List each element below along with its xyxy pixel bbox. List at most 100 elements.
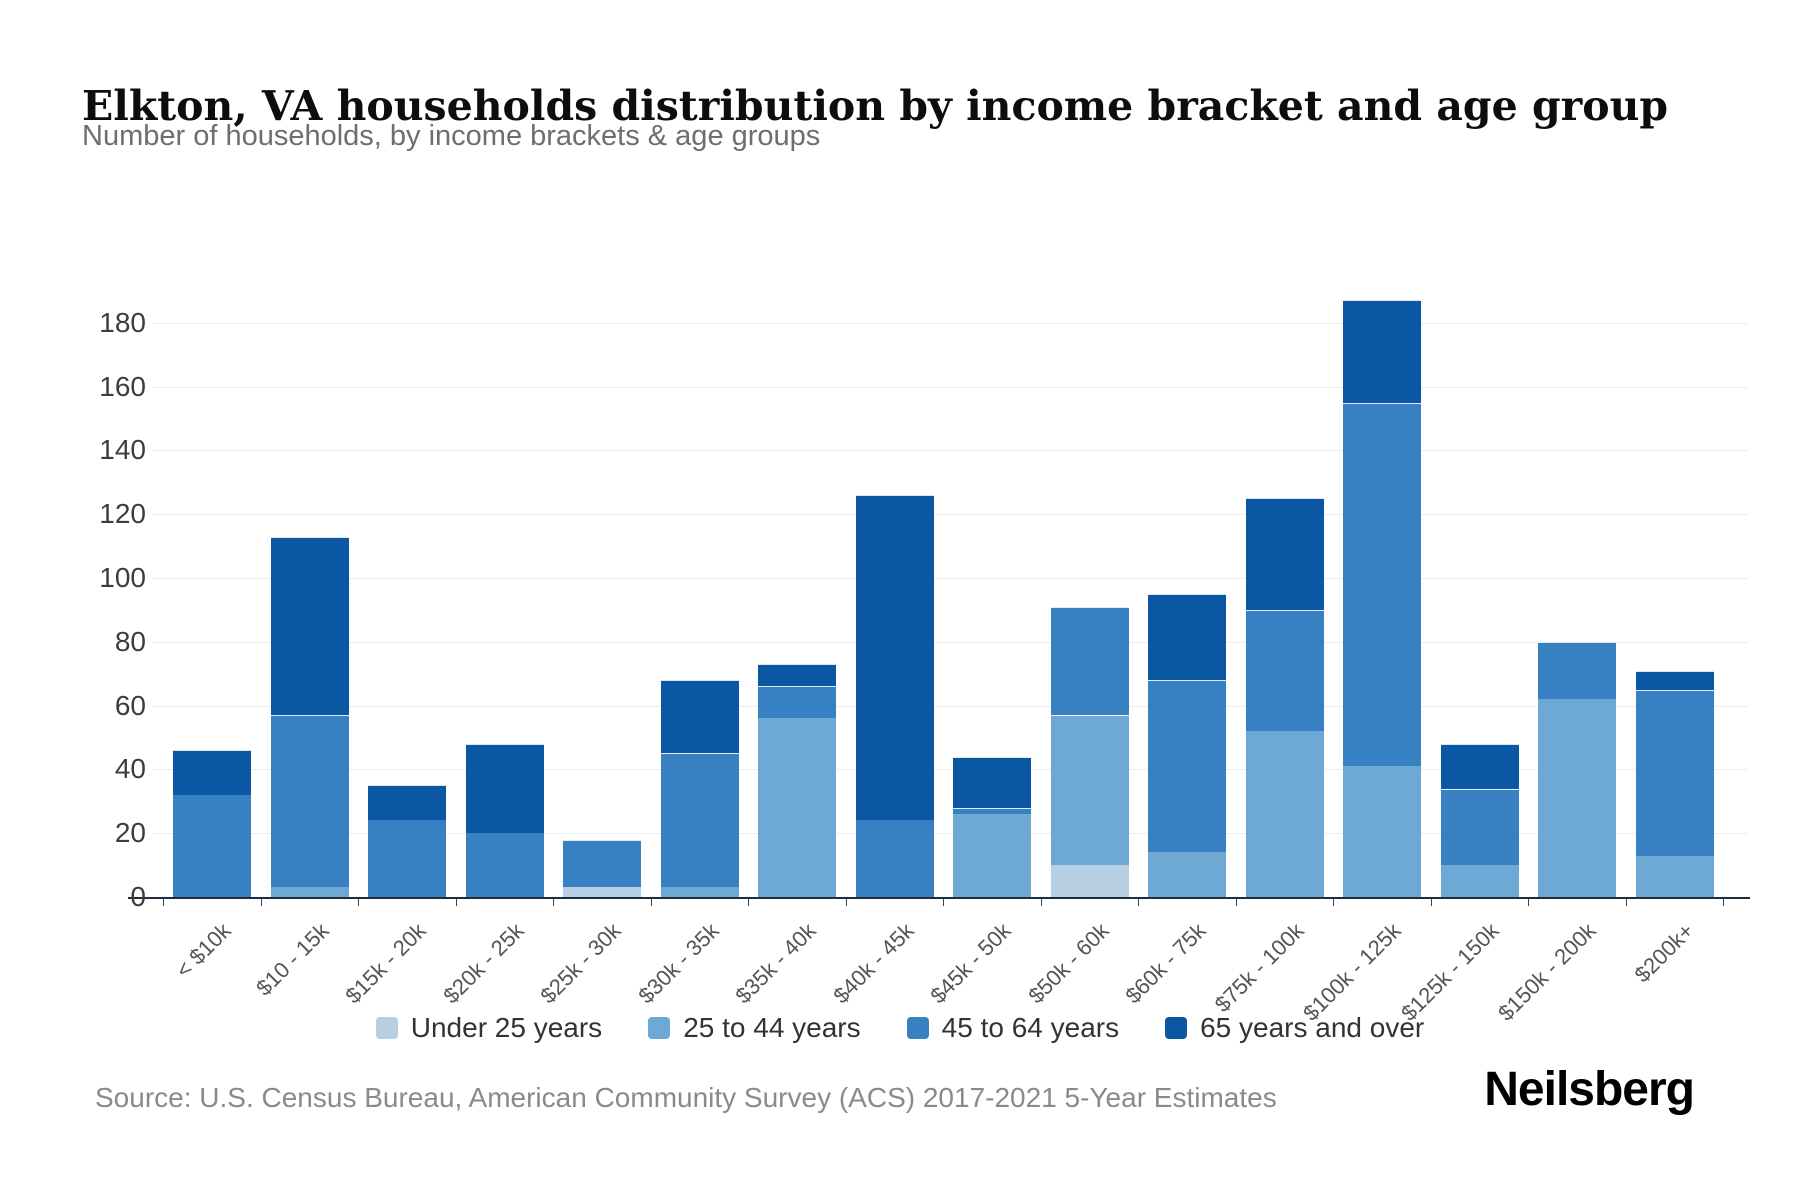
legend-item-25 to 44 years[interactable]: 25 to 44 years [648,1012,861,1044]
bar-segment-$30k - 35k-25 to 44 years[interactable] [660,887,739,897]
bar-segment-$15k - 20k-65 years and over[interactable] [368,785,446,821]
x-axis-tick [1528,899,1530,906]
legend: Under 25 years 25 to 44 years 45 to 64 yea… [0,1012,1800,1044]
legend-item-Under 25 years[interactable]: Under 25 years [375,1012,603,1044]
bar-segment-$25k - 30k-45 to 64 years[interactable] [563,839,641,888]
x-axis-category-label: $150k - 200k [1493,918,1601,1026]
bar-segment-< $10k-65 years and over[interactable] [173,750,251,795]
y-axis-tick-label: 20 [114,817,146,849]
bar-segment-$10 - 15k-25 to 44 years[interactable] [270,887,349,897]
legend-label: 25 to 44 years [683,1012,861,1043]
bar-segment-$30k - 35k-45 to 64 years[interactable] [660,753,739,888]
bar-segment-$10 - 15k-65 years and over[interactable] [270,536,349,716]
bar-segment-$20k - 25k-65 years and over[interactable] [465,743,544,834]
bar-segment-$45k - 50k-25 to 44 years[interactable] [953,814,1031,897]
gridline-140 [152,450,1748,452]
bar-segment-$20k - 25k-45 to 64 years[interactable] [465,833,544,897]
legend-swatch [1165,1017,1188,1039]
x-axis-category-label: $75k - 100k [1209,918,1309,1017]
x-axis-category-label: $30k - 35k [632,918,724,1009]
bar-segment-$30k - 35k-65 years and over[interactable] [660,680,739,754]
x-axis-tick [260,899,262,906]
bar-segment-$125k - 150k-25 to 44 years[interactable] [1440,865,1519,897]
x-axis-line [128,897,1750,899]
legend-label: 45 to 64 years [941,1012,1120,1043]
legend-item-65 years and over[interactable]: 65 years and over [1165,1012,1424,1044]
y-axis-tick-label: 100 [99,562,146,593]
brand-logo: Neilsberg [1484,1063,1695,1116]
x-axis-category-label: $15k - 20k [340,918,431,1009]
y-axis-tick-label: 180 [99,306,146,338]
x-axis-tick [455,899,457,906]
x-axis-category-label: $40k - 45k [827,918,919,1009]
gridline-60 [152,705,1748,707]
gridline-80 [152,641,1748,643]
x-axis-category-label: < $10k [170,918,236,983]
gridline-40 [152,769,1748,771]
bar-segment-$100k - 125k-25 to 44 years[interactable] [1343,766,1421,897]
gridline-100 [152,578,1748,579]
bar-segment-$75k - 100k-65 years and over[interactable] [1245,498,1324,610]
bar-segment-$35k - 40k-65 years and over[interactable] [758,664,836,687]
x-axis-category-label: $25k - 30k [535,918,626,1009]
bar-segment-$200k+-45 to 64 years[interactable] [1635,689,1714,856]
bar-segment-$35k - 40k-25 to 44 years[interactable] [758,718,836,897]
x-axis-tick [1138,899,1140,906]
source-note: Source: U.S. Census Bureau, American Com… [95,1082,1277,1113]
x-axis-category-label: $60k - 75k [1120,918,1211,1009]
legend-label: 65 years and over [1200,1012,1425,1043]
bar-segment-$200k+-65 years and over[interactable] [1635,670,1714,690]
x-axis-tick [358,899,360,906]
x-axis-tick [650,899,652,906]
x-axis-category-label: $50k - 60k [1022,918,1114,1009]
bar-segment-$60k - 75k-65 years and over[interactable] [1148,593,1226,681]
x-axis-tick [1040,899,1042,906]
x-axis-tick [553,899,555,906]
bar-segment-$45k - 50k-45 to 64 years[interactable] [953,807,1031,815]
x-axis-tick [845,899,847,906]
bar-segment-$50k - 60k-Under 25 years[interactable] [1050,865,1129,897]
bar-segment-$50k - 60k-25 to 44 years[interactable] [1050,715,1129,866]
x-axis-tick [163,899,165,906]
y-axis-tick-label: 160 [99,370,146,402]
bar-segment-$125k - 150k-45 to 64 years[interactable] [1440,788,1519,866]
bar-segment-$100k - 125k-65 years and over[interactable] [1343,300,1421,403]
bar-segment-$200k+-25 to 44 years[interactable] [1635,855,1714,897]
bar-segment-< $10k-45 to 64 years[interactable] [173,794,251,897]
chart-subtitle: Number of households, by income brackets… [82,120,821,152]
bar-segment-$15k - 20k-45 to 64 years[interactable] [368,820,446,897]
y-axis-tick-label: 0 [130,881,146,912]
x-axis-category-label: $10 - 15k [250,918,334,1001]
bar-segment-$10 - 15k-45 to 64 years[interactable] [270,715,349,888]
x-axis-tick [943,899,945,906]
x-axis-category-label: $35k - 40k [730,918,821,1009]
x-axis-category-label: $200k+ [1629,918,1699,988]
chart-title: Elkton, VA households distribution by in… [82,82,1669,131]
bar-segment-$40k - 45k-45 to 64 years[interactable] [855,820,934,897]
bar-segment-$60k - 75k-45 to 64 years[interactable] [1148,680,1226,853]
x-axis-category-label: $125k - 150k [1395,918,1504,1026]
bar-segment-$45k - 50k-65 years and over[interactable] [953,756,1031,808]
bar-segment-$150k - 200k-25 to 44 years[interactable] [1538,699,1616,897]
bar-segment-$60k - 75k-25 to 44 years[interactable] [1148,852,1226,897]
legend-item-45 to 64 years[interactable]: 45 to 64 years [906,1012,1120,1044]
bar-segment-$150k - 200k-45 to 64 years[interactable] [1538,641,1616,700]
legend-swatch [906,1017,929,1039]
bar-segment-$35k - 40k-45 to 64 years[interactable] [758,686,836,719]
y-axis-tick-label: 120 [99,498,146,530]
bar-segment-$25k - 30k-Under 25 years[interactable] [563,887,641,897]
bar-segment-$125k - 150k-65 years and over[interactable] [1440,743,1519,789]
bar-segment-$50k - 60k-45 to 64 years[interactable] [1050,606,1129,716]
bar-segment-$100k - 125k-45 to 64 years[interactable] [1343,402,1421,767]
gridline-160 [152,386,1748,388]
x-axis-tick [748,899,750,906]
legend-label: Under 25 years [410,1012,603,1043]
legend-swatch [648,1017,671,1039]
bar-segment-$75k - 100k-25 to 44 years[interactable] [1245,731,1324,897]
x-axis-category-label: $100k - 125k [1298,918,1406,1026]
bar-segment-$75k - 100k-45 to 64 years[interactable] [1245,609,1324,732]
y-axis-tick-label: 40 [114,753,146,785]
x-axis-tick [1235,899,1237,906]
bar-segment-$40k - 45k-65 years and over[interactable] [855,495,934,821]
